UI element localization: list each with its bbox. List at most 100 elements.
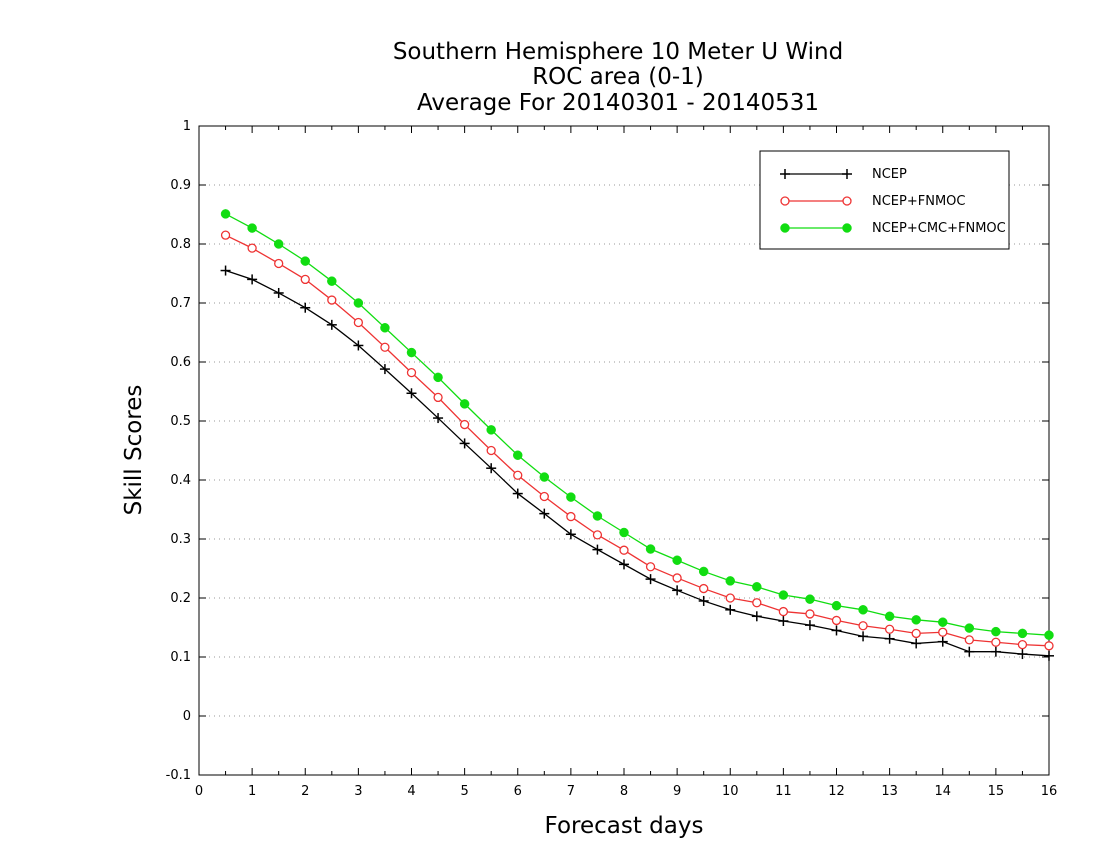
series-1-point-25 bbox=[884, 624, 895, 634]
series-2-point-3 bbox=[300, 256, 310, 266]
series-0-point-6 bbox=[379, 364, 390, 375]
series-2-point-24 bbox=[858, 605, 868, 615]
series-0-point-10 bbox=[486, 463, 497, 474]
series-0-point-24 bbox=[858, 631, 869, 642]
series-2-point-18 bbox=[698, 566, 709, 577]
legend-label-1: NCEP+FNMOC bbox=[872, 194, 965, 209]
chart-title-line-2: ROC area (0-1) bbox=[532, 64, 704, 90]
y-tick-label-0: -0.1 bbox=[166, 768, 191, 783]
series-1-point-1 bbox=[247, 243, 257, 253]
series-0-point-28 bbox=[964, 646, 975, 657]
series-2-point-0 bbox=[220, 209, 231, 219]
series-1-point-31 bbox=[1044, 641, 1054, 651]
y-tick-label-8: 0.7 bbox=[170, 296, 191, 311]
series-2-point-29 bbox=[991, 626, 1001, 637]
grid bbox=[199, 184, 1049, 717]
legend-marker-a-2 bbox=[780, 223, 790, 233]
series-2-point-5 bbox=[353, 298, 364, 308]
series-1-point-20 bbox=[752, 598, 762, 608]
series-0-point-0 bbox=[220, 265, 231, 276]
chart-title: Southern Hemisphere 10 Meter U Wind ROC … bbox=[393, 39, 843, 116]
x-tick-label-1: 1 bbox=[248, 784, 256, 799]
legend-entry-1: NCEP+FNMOC bbox=[780, 194, 965, 209]
series-2-point-19 bbox=[725, 576, 735, 586]
series-2-point-7 bbox=[406, 347, 417, 358]
series-1-point-19 bbox=[725, 593, 735, 603]
series-2-point-1 bbox=[247, 223, 257, 233]
y-tick-label-4: 0.3 bbox=[170, 532, 191, 547]
series-1-point-30 bbox=[1017, 639, 1028, 650]
y-axis-ticks: -0.1 0 0.1 0.2 0.3 0.4 0.5 0.6 0.7 0.8 0.9 1 bbox=[166, 119, 1049, 783]
x-tick-label-10: 10 bbox=[722, 784, 739, 799]
legend-entry-0: NCEP bbox=[780, 167, 907, 182]
series-0-point-20 bbox=[751, 611, 762, 622]
series-1-point-23 bbox=[831, 615, 842, 626]
series-2-point-8 bbox=[433, 372, 443, 383]
series-2-point-12 bbox=[539, 472, 550, 482]
series-0-point-12 bbox=[539, 508, 550, 519]
series-2-point-27 bbox=[938, 617, 948, 627]
x-tick-label-12: 12 bbox=[828, 784, 845, 799]
series-line-0 bbox=[225, 269, 1050, 657]
series-2-point-2 bbox=[273, 239, 284, 249]
series-2-point-26 bbox=[911, 615, 921, 625]
series-2-point-23 bbox=[831, 600, 842, 611]
series-0-point-31 bbox=[1044, 650, 1054, 661]
series-1-point-14 bbox=[592, 530, 603, 540]
series-1-point-5 bbox=[353, 317, 364, 328]
series-1-point-0 bbox=[220, 230, 231, 240]
series-1-point-27 bbox=[938, 627, 948, 637]
series-1-point-16 bbox=[645, 562, 656, 572]
x-tick-label-15: 15 bbox=[988, 784, 1005, 799]
series-0-point-23 bbox=[831, 625, 842, 636]
series-2-point-25 bbox=[884, 611, 895, 622]
series-1-point-2 bbox=[274, 258, 284, 269]
series-0-point-21 bbox=[778, 616, 789, 627]
y-axis-label: Skill Scores bbox=[121, 385, 147, 516]
series-0-point-16 bbox=[645, 574, 656, 585]
series-1-point-18 bbox=[699, 583, 709, 594]
legend-marker-b-0 bbox=[842, 169, 852, 179]
series-1-point-29 bbox=[991, 637, 1001, 647]
series-2-point-20 bbox=[752, 582, 762, 592]
series-2-point-28 bbox=[964, 623, 975, 633]
y-tick-label-3: 0.2 bbox=[170, 591, 191, 606]
series-2-point-10 bbox=[486, 425, 496, 435]
series-1-point-22 bbox=[805, 609, 815, 619]
legend-entry-2: NCEP+CMC+FNMOC bbox=[780, 221, 1006, 236]
y-tick-label-6: 0.5 bbox=[170, 414, 191, 429]
series-0-point-26 bbox=[911, 638, 922, 649]
series-0-point-22 bbox=[804, 620, 815, 631]
series-0-point-14 bbox=[592, 544, 603, 555]
series-0-point-15 bbox=[619, 559, 629, 570]
series-2-point-31 bbox=[1044, 630, 1054, 640]
series-0-point-9 bbox=[459, 438, 470, 449]
x-tick-label-2: 2 bbox=[301, 784, 309, 799]
series-1-point-15 bbox=[619, 545, 629, 555]
series-0-point-25 bbox=[884, 633, 895, 644]
series-2-point-9 bbox=[459, 399, 470, 409]
series-1-point-13 bbox=[566, 511, 576, 522]
y-tick-label-10: 0.9 bbox=[170, 178, 191, 193]
series-0-point-1 bbox=[247, 274, 258, 285]
series-2-point-4 bbox=[327, 276, 337, 286]
legend-label-0: NCEP bbox=[872, 167, 907, 182]
y-tick-label-9: 0.8 bbox=[170, 237, 191, 252]
x-tick-label-9: 9 bbox=[673, 784, 681, 799]
series-0-point-17 bbox=[672, 585, 683, 596]
series-0-point-2 bbox=[273, 287, 284, 298]
y-tick-label-5: 0.4 bbox=[170, 473, 191, 488]
series-2-point-6 bbox=[380, 323, 390, 333]
series-0-point-18 bbox=[698, 595, 709, 606]
x-tick-label-3: 3 bbox=[354, 784, 362, 799]
series-0-point-8 bbox=[433, 413, 444, 424]
series-2-point-14 bbox=[592, 511, 603, 521]
series-1-point-12 bbox=[539, 491, 549, 502]
series-1-point-21 bbox=[778, 606, 789, 617]
legend: NCEP NCEP+FNMOC NCEP+CMC+FNMOC bbox=[759, 150, 1010, 250]
series-0-point-7 bbox=[406, 388, 417, 399]
legend-label-2: NCEP+CMC+FNMOC bbox=[872, 221, 1006, 236]
series-1-point-26 bbox=[911, 628, 921, 639]
series-2-point-11 bbox=[513, 450, 523, 460]
